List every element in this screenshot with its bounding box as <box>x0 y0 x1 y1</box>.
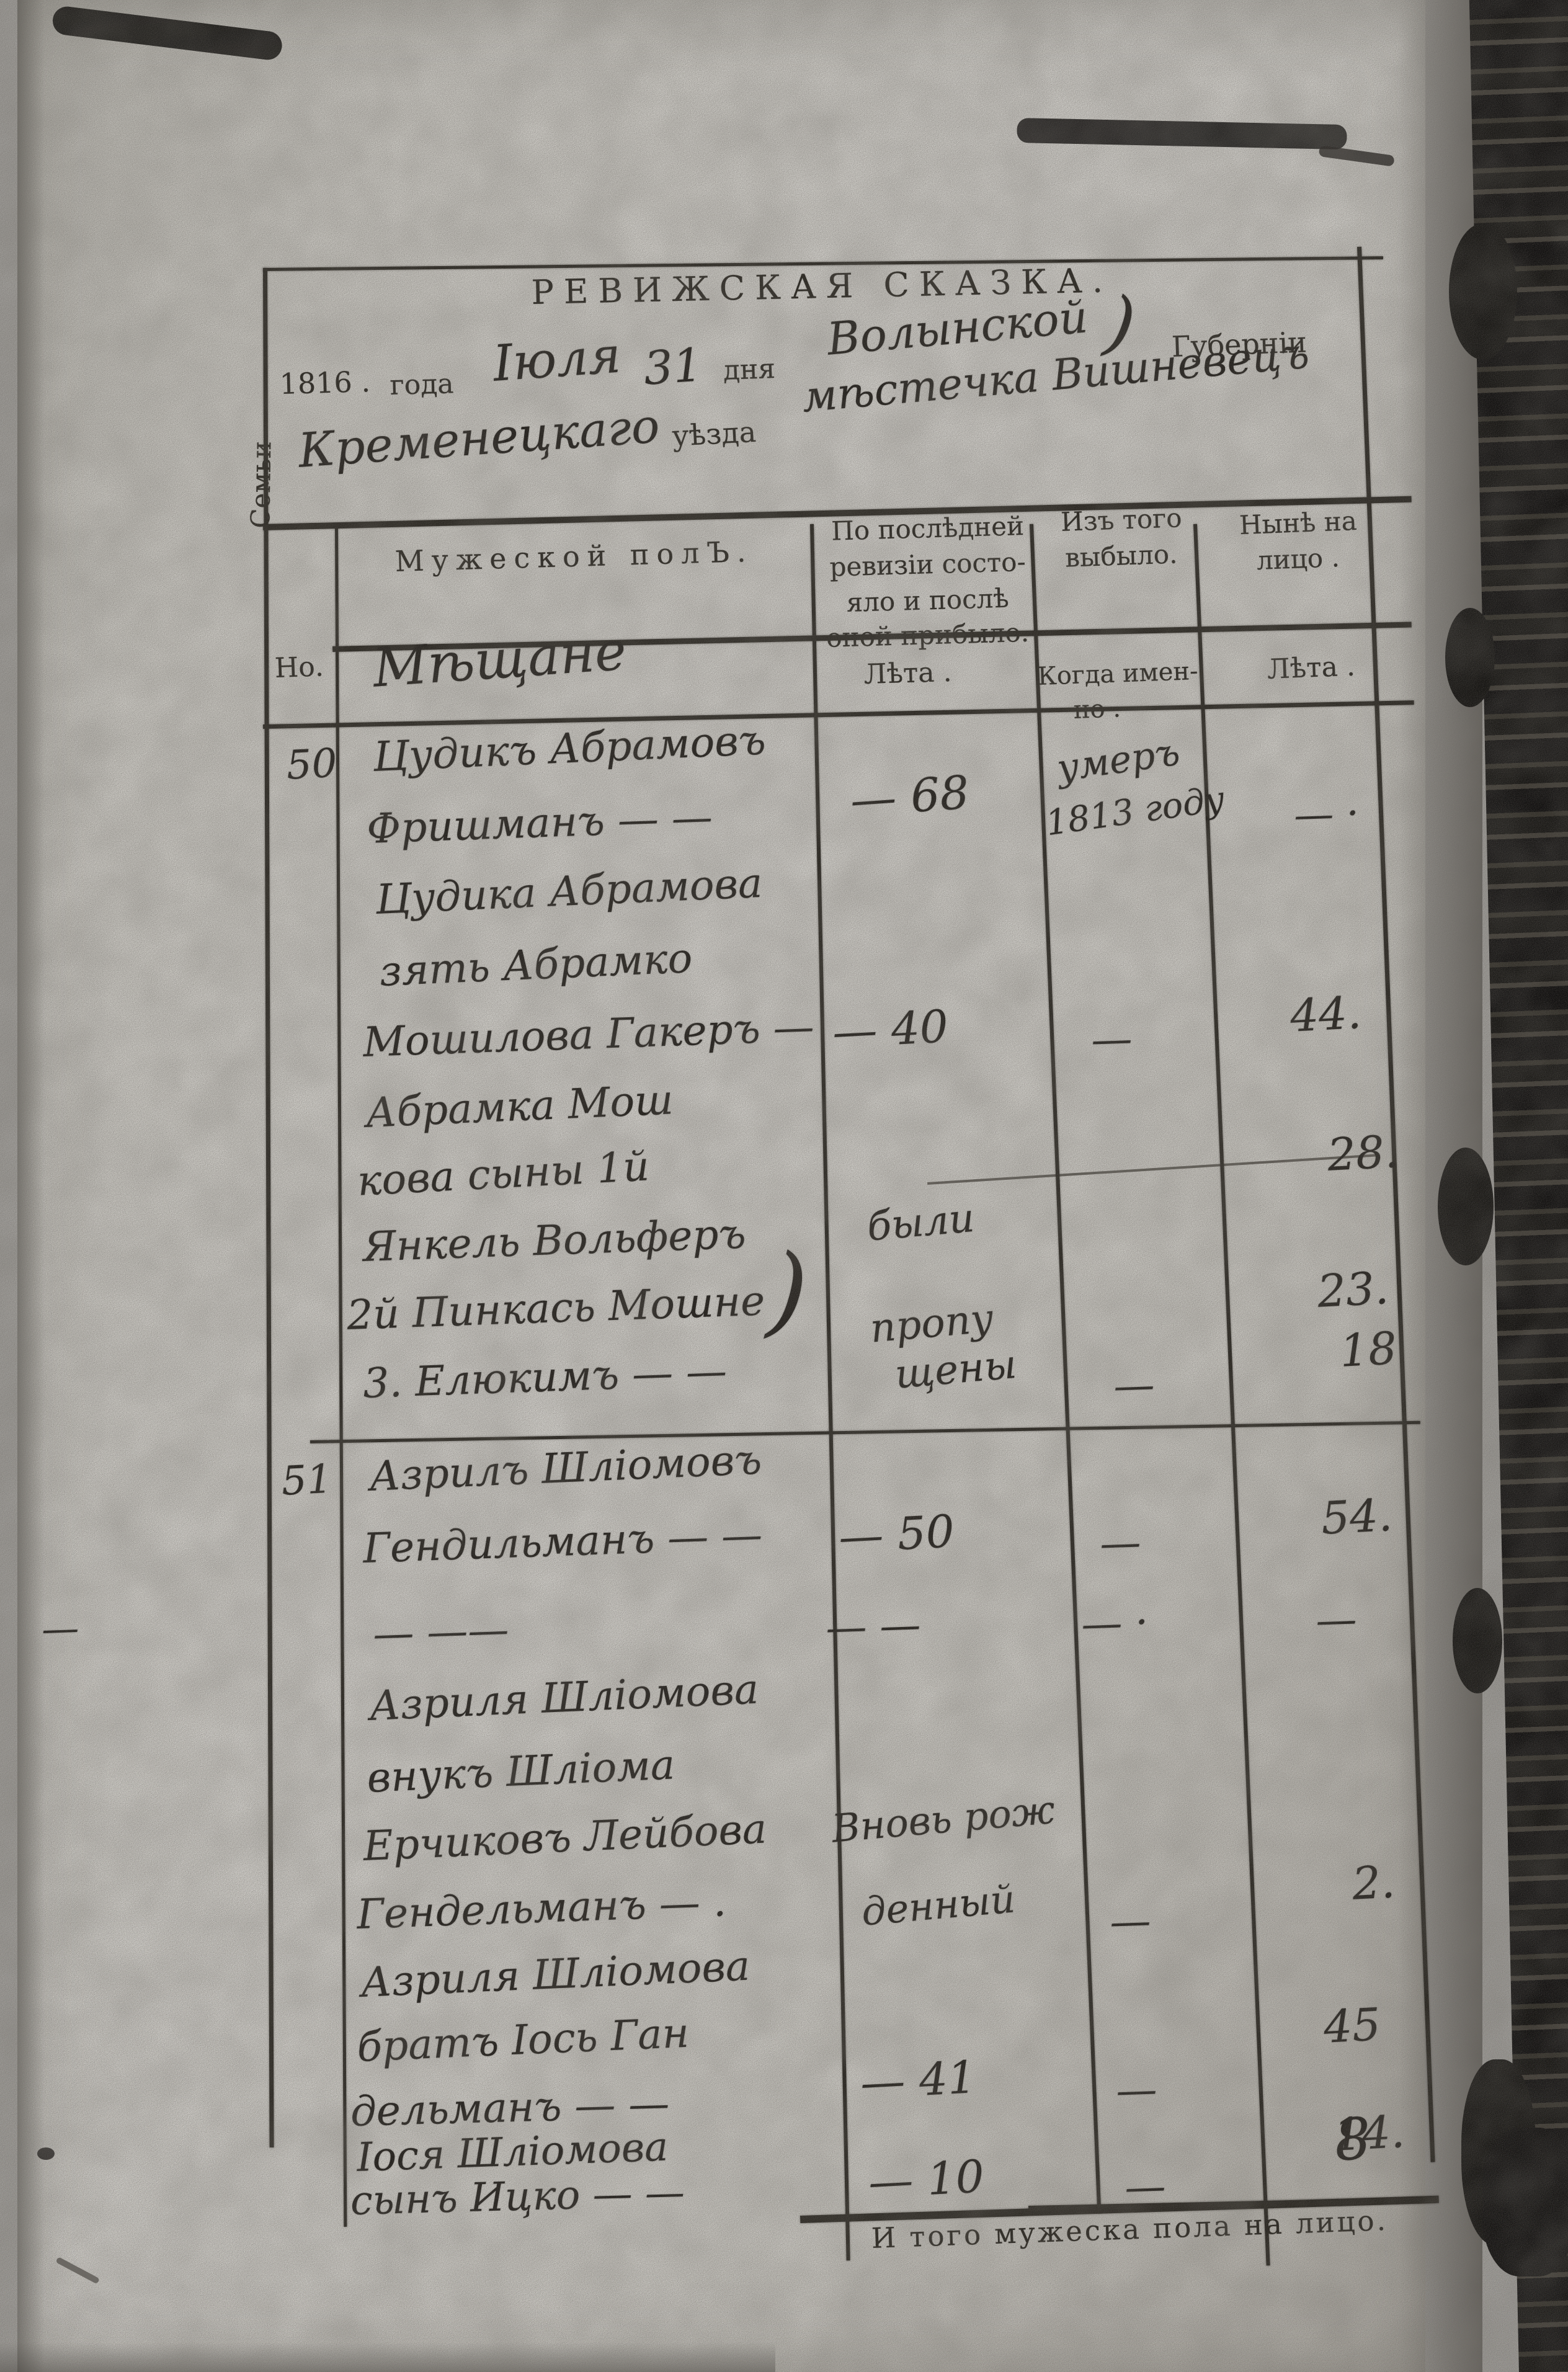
subheader-departed-when-line: но . <box>1073 694 1121 725</box>
date-year: 1816 . <box>279 365 371 401</box>
age-present-ditto: — · <box>1293 790 1360 839</box>
omitted-note-line: были <box>865 1195 976 1251</box>
binding-blob <box>1445 608 1495 707</box>
margin-dash-mark: — <box>41 1606 80 1651</box>
header-departed-line: Изъ того <box>1060 502 1183 538</box>
age-present: 45 <box>1322 1998 1382 2053</box>
date-day-label: дня <box>723 353 776 386</box>
age-present: 23. <box>1316 1262 1390 1318</box>
subheader-present-years: Лѣта . <box>1267 650 1356 685</box>
header-family-vertical: Семьи <box>245 440 277 528</box>
subheader-departed-when-line: Когда имен- <box>1037 656 1199 691</box>
header-last-revision-line: ревизіи состо- <box>829 546 1027 582</box>
date-month-handwritten: Іюля <box>491 326 623 393</box>
binding-blob <box>1449 223 1517 360</box>
family-number: 50 <box>285 740 339 789</box>
binding-strip <box>1469 0 1568 2372</box>
departed-ditto-dash: — <box>1099 1518 1142 1567</box>
departed-ditto-dash: — <box>1109 1896 1152 1946</box>
age-present: 28. <box>1326 1125 1400 1181</box>
departed-ditto-dash: — <box>1124 2162 1167 2211</box>
date-year-label: года <box>390 368 455 401</box>
subheader-last-revision-years: Лѣта . <box>863 656 953 690</box>
family-number: 51 <box>280 1456 334 1505</box>
header-last-revision-line: оной прибыло. <box>826 617 1030 653</box>
binding-blob <box>1482 2128 1568 2276</box>
age-last-revision: — 68 <box>849 765 971 827</box>
age-present: 44. <box>1289 986 1363 1042</box>
age-last-revision: — 50 <box>837 1505 956 1563</box>
ditto-brace-mark: ) <box>764 1231 812 1350</box>
date-day-handwritten: 31 <box>642 338 704 396</box>
departed-ditto-dash: — <box>1115 2065 1158 2115</box>
age-present: 54. <box>1320 1489 1394 1545</box>
age-last-revision: — 40 <box>831 1000 950 1058</box>
ditto-dash-row-last: — — <box>825 1600 922 1652</box>
ditto-dash-row-departed: — · <box>1080 1598 1149 1648</box>
age-last-revision: — 41 <box>859 2051 978 2109</box>
district-label: уѣзда <box>671 414 757 453</box>
departed-ditto-dash: — <box>1090 1014 1133 1064</box>
header-last-revision-line: яло и послѣ <box>846 582 1010 618</box>
age-last-revision: — 10 <box>867 2150 986 2208</box>
header-last-revision-line: По послѣдней <box>831 511 1025 546</box>
age-present: 2. <box>1351 1855 1397 1910</box>
entry-name-line: сынъ Ицко — — <box>350 2169 685 2224</box>
header-family-no: Но. <box>274 651 324 684</box>
ditto-dash-row-present: — <box>1315 1595 1358 1644</box>
binding-blob <box>1438 1148 1494 1265</box>
ditto-dash-row-name: — —— <box>372 1605 510 1658</box>
age-present: 18 <box>1339 1322 1398 1377</box>
binding-blob <box>1461 2059 1536 2245</box>
departed-ditto-dash: — <box>1113 1360 1156 1410</box>
binding-blob <box>1453 1588 1502 1693</box>
header-departed-line: выбыло. <box>1064 538 1178 573</box>
footer-total-value: 8 <box>1332 2105 1373 2174</box>
